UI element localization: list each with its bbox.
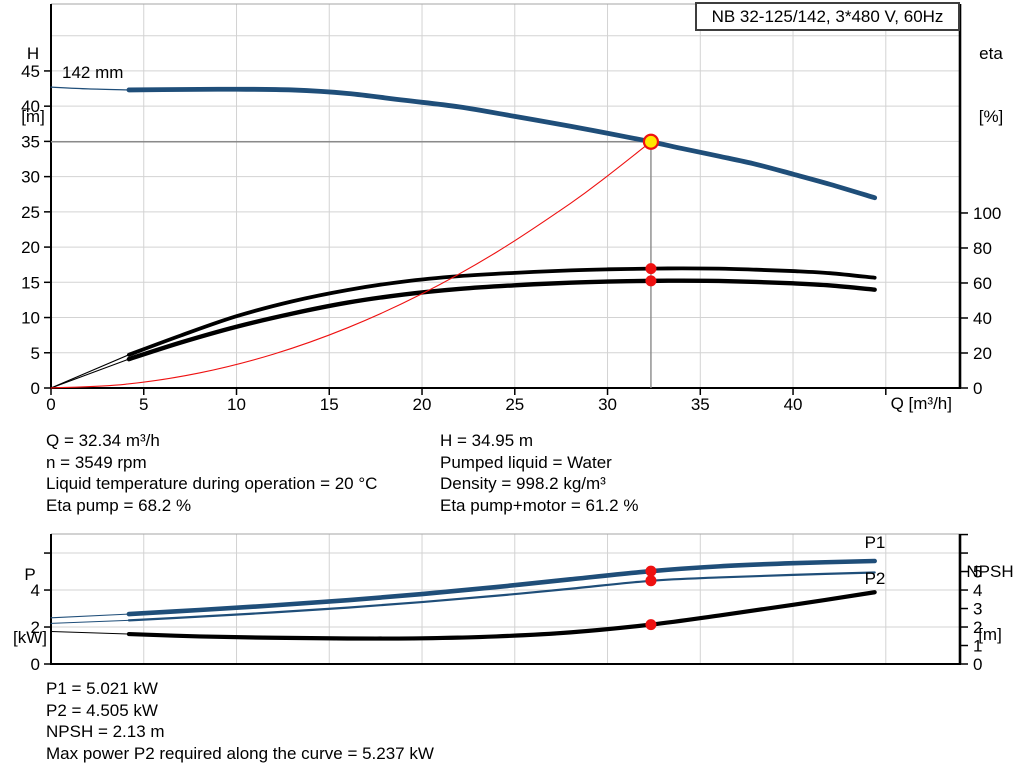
info-liquid-temperature: Liquid temperature during operation = 20…	[46, 474, 378, 494]
tick-label: 15	[21, 273, 40, 292]
npsh-point-marker	[645, 619, 657, 631]
q-axis-title: Q [m³/h]	[890, 394, 952, 413]
tick-label: 45	[21, 62, 40, 81]
info-npsh: NPSH = 2.13 m	[46, 722, 165, 742]
tick-label: 60	[973, 274, 992, 293]
tick-label: 4	[31, 581, 40, 600]
info-density: Density = 998.2 kg/m³	[440, 474, 606, 494]
tick-label: 20	[21, 238, 40, 257]
h-axis-title-line1: H	[26, 44, 40, 63]
info-speed: n = 3549 rpm	[46, 452, 147, 472]
eta-axis-title: eta [%]	[966, 1, 1016, 169]
info-eta-pump: Eta pump = 68.2 %	[46, 496, 192, 516]
tick-label: 15	[320, 395, 339, 414]
eta-pump-motor-point-marker	[645, 275, 657, 287]
tick-label: 40	[973, 309, 992, 328]
duty-info-right-column: H = 34.95 m Pumped liquid = Water Densit…	[440, 430, 638, 517]
p2-curve-label: P2	[864, 569, 886, 588]
tick-label: 0	[46, 395, 55, 414]
curve-thin-eta-pump	[50, 354, 130, 389]
p-axis-title-line2: [kW]	[13, 628, 47, 647]
tick-label: 10	[227, 395, 246, 414]
tick-label: 0	[31, 379, 40, 398]
p-axis-title-line1: P	[24, 565, 36, 584]
tick-label: 10	[21, 309, 40, 328]
info-flow: Q = 32.34 m³/h	[46, 431, 160, 450]
tick-label: 35	[691, 395, 710, 414]
impeller-size-label: 142 mm	[62, 63, 124, 82]
tick-label: 5	[973, 563, 982, 582]
info-p1: P1 = 5.021 kW	[46, 679, 158, 698]
curve-thin-NPSH	[50, 630, 130, 635]
p2-point-marker	[645, 575, 657, 587]
info-max-power: Max power P2 required along the curve = …	[46, 744, 434, 764]
tick-label: 25	[21, 203, 40, 222]
pump-model-title: NB 32-125/142, 3*480 V, 60Hz	[695, 2, 960, 31]
tick-label: 20	[413, 395, 432, 414]
power-info-block: P1 = 5.021 kW P2 = 4.505 kW NPSH = 2.13 …	[46, 678, 434, 765]
h-axis-title-line2: [m]	[21, 107, 45, 126]
curve-thin-142 mm	[50, 86, 130, 91]
curve-thin-eta-pump-motor	[50, 358, 130, 389]
curve-thin-P1	[50, 613, 130, 619]
npsh-axis-title: NPSH [m]	[958, 519, 1022, 687]
h-axis-title: H [m]	[12, 1, 54, 169]
tick-label: 30	[21, 168, 40, 187]
tick-label: 5	[139, 395, 148, 414]
tick-label: 2	[31, 618, 40, 637]
p1-point-marker	[645, 565, 657, 577]
tick-label: 40	[21, 97, 40, 116]
tick-label: 0	[973, 655, 982, 674]
top-chart: 0 5 10 15 20 25 30 35 40 45 0 20 40 60 80 100 0 5 10 15 20 25…	[21, 3, 1001, 414]
tick-label: 35	[21, 132, 40, 151]
tick-label: 5	[31, 344, 40, 363]
curve-eta-pump-motor	[126, 278, 877, 362]
info-pumped-liquid: Pumped liquid = Water	[440, 452, 612, 472]
tick-label: 4	[973, 581, 982, 600]
eta-axis-title-line1: eta	[979, 44, 1003, 63]
info-eta-pump-motor: Eta pump+motor = 61.2 %	[440, 496, 639, 516]
curve-thin-P2	[50, 619, 130, 624]
duty-point-marker	[642, 133, 660, 150]
tick-label: 2	[973, 618, 982, 637]
p1-curve-label: P1	[864, 533, 886, 552]
tick-label: 80	[973, 239, 992, 258]
curve-NPSH	[126, 590, 877, 641]
npsh-axis-title-line1: NPSH	[966, 562, 1014, 581]
tick-label: 3	[973, 600, 982, 619]
tick-label: 0	[31, 655, 40, 674]
npsh-axis-title-line2: [m]	[978, 625, 1002, 644]
tick-label: 100	[973, 204, 1001, 223]
tick-label: 0	[973, 379, 982, 398]
p-axis-title: P [kW]	[8, 522, 52, 690]
info-p2: P2 = 4.505 kW	[46, 700, 158, 720]
tick-label: 30	[598, 395, 617, 414]
curve-eta-pump	[127, 266, 877, 357]
curve-system-curve	[50, 141, 652, 389]
curve-P2	[127, 571, 876, 622]
eta-pump-point-marker	[645, 263, 657, 275]
info-head: H = 34.95 m	[440, 431, 534, 450]
eta-axis-title-line2: [%]	[978, 107, 1004, 126]
tick-label: 40	[784, 395, 803, 414]
curve-P1	[126, 558, 877, 617]
duty-info-left-column: Q = 32.34 m³/h n = 3549 rpm Liquid tempe…	[46, 430, 377, 517]
tick-label: 25	[505, 395, 524, 414]
tick-label: 20	[973, 344, 992, 363]
tick-label: 1	[973, 637, 982, 656]
curve-142 mm	[126, 86, 878, 201]
